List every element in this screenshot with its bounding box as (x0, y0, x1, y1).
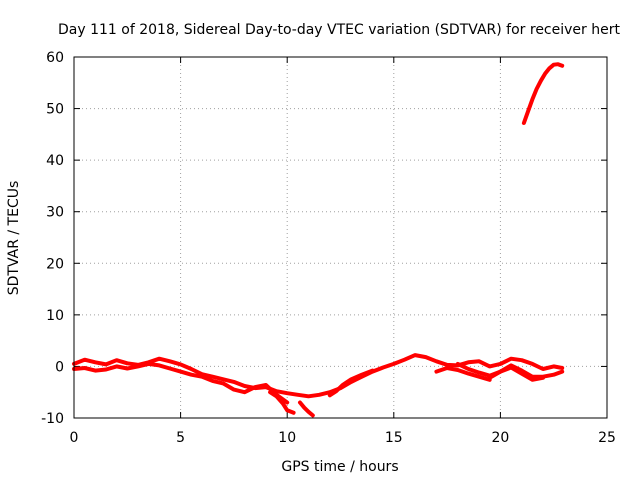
data-series (72, 62, 565, 418)
x-tick-label: 10 (278, 430, 296, 446)
axis-ticks: 0 5 10 15 20 25 -10 0 10 20 30 40 50 60 (41, 50, 616, 446)
series-track-6 (434, 366, 492, 382)
series-track-7 (455, 361, 565, 379)
x-tick-label: 5 (176, 430, 185, 446)
y-tick-label: 10 (46, 308, 64, 324)
x-tick-label: 20 (491, 430, 509, 446)
series-track-1 (72, 353, 565, 399)
series-track-4 (298, 400, 315, 418)
x-tick-label: 15 (385, 430, 403, 446)
y-tick-label: 60 (46, 50, 64, 66)
series-track-2 (72, 361, 290, 405)
series-track-9 (521, 62, 565, 125)
series-track-3 (268, 390, 296, 415)
series-track-8 (487, 365, 545, 382)
grid (74, 57, 607, 418)
series-track-5 (327, 368, 375, 398)
chart-title: Day 111 of 2018, Sidereal Day-to-day VTE… (58, 22, 620, 38)
y-axis-label: SDTVAR / TECUs (6, 181, 22, 296)
y-tick-label: 0 (55, 359, 64, 375)
x-axis-label: GPS time / hours (281, 459, 398, 475)
y-tick-label: 20 (46, 256, 64, 272)
y-tick-label: -10 (41, 411, 64, 427)
plot-frame (73, 56, 608, 419)
y-tick-label: 30 (46, 205, 64, 221)
x-tick-label: 25 (598, 430, 616, 446)
y-tick-label: 50 (46, 102, 64, 118)
x-tick-label: 0 (70, 430, 79, 446)
y-tick-label: 40 (46, 153, 64, 169)
